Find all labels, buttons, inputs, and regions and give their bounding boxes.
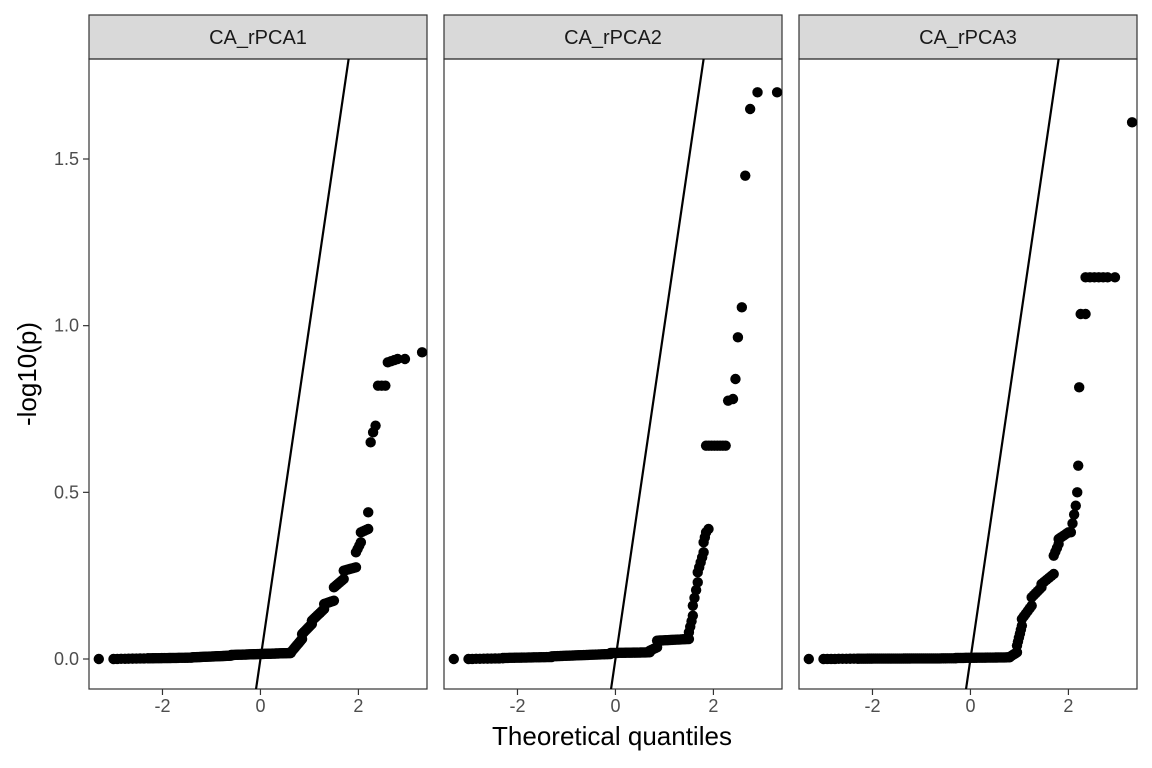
- data-point: [93, 653, 105, 665]
- data-point: [744, 103, 756, 115]
- panel-ca-rpca1: CA_rPCA1 -2 0 2: [88, 14, 428, 716]
- y-tick-label: 1.0: [54, 316, 79, 336]
- y-tick-label: 1.5: [54, 149, 79, 169]
- data-point: [1080, 308, 1091, 320]
- data-point: [328, 595, 340, 606]
- panel-ca-rpca2: CA_rPCA2 -2 0 2: [443, 14, 783, 716]
- data-point: [771, 87, 783, 98]
- data-point: [736, 302, 748, 313]
- data-point: [730, 373, 741, 385]
- data-point: [363, 507, 374, 518]
- x-tick-label: -2: [864, 696, 880, 716]
- data-point: [350, 562, 362, 573]
- data-point: [727, 393, 739, 405]
- reference-line-ca-rpca3: [964, 58, 1060, 690]
- points-ca-rpca2: [448, 87, 783, 665]
- strip-label-ca-rpca2: CA_rPCA2: [564, 27, 662, 49]
- data-point: [370, 420, 381, 431]
- data-point: [1067, 518, 1078, 529]
- data-point: [1072, 487, 1083, 498]
- data-point: [687, 600, 699, 611]
- reference-line-ca-rpca1: [254, 58, 350, 690]
- y-axis-title: -log10(p): [12, 322, 42, 426]
- data-point: [1065, 527, 1077, 538]
- x-tick-label: 0: [255, 696, 265, 716]
- data-point: [416, 347, 428, 358]
- x-ticks-ca-rpca3: -2 0 2: [864, 689, 1073, 716]
- data-point: [689, 592, 700, 604]
- data-point: [732, 332, 744, 343]
- points-ca-rpca1: [93, 347, 428, 665]
- data-point: [1102, 272, 1113, 283]
- x-ticks-ca-rpca2: -2 0 2: [509, 689, 718, 716]
- reference-line-ca-rpca2: [609, 58, 705, 690]
- data-point: [690, 584, 702, 596]
- x-tick-label: 2: [353, 696, 363, 716]
- data-point: [1073, 460, 1084, 471]
- strip-label-ca-rpca3: CA_rPCA3: [919, 27, 1017, 49]
- data-point: [687, 610, 699, 621]
- data-point: [399, 353, 411, 365]
- x-axis-title: Theoretical quantiles: [492, 721, 732, 751]
- data-point: [392, 353, 403, 365]
- data-point: [448, 653, 459, 665]
- y-tick-label: 0.5: [54, 482, 79, 502]
- data-point: [720, 440, 731, 451]
- data-point: [363, 523, 374, 535]
- data-point: [692, 577, 703, 588]
- data-point: [1109, 272, 1121, 283]
- y-tick-label: 0.0: [54, 649, 79, 669]
- data-point: [365, 437, 376, 448]
- data-point: [338, 573, 349, 585]
- data-point: [698, 547, 709, 558]
- x-tick-label: -2: [509, 696, 525, 716]
- data-point: [740, 170, 751, 181]
- y-axis: 0.0 0.5 1.0 1.5: [54, 149, 89, 669]
- x-ticks-ca-rpca1: -2 0 2: [154, 689, 363, 716]
- points-ca-rpca3: [803, 117, 1138, 665]
- data-point: [803, 653, 814, 665]
- data-point: [703, 523, 714, 535]
- strip-ca-rpca1: [88, 14, 428, 60]
- data-point: [1126, 117, 1138, 128]
- panel-frame-ca-rpca2: [443, 58, 783, 690]
- data-point: [380, 380, 391, 391]
- x-tick-label: 2: [708, 696, 718, 716]
- data-point: [355, 537, 367, 548]
- panel-frame-ca-rpca3: [798, 58, 1138, 690]
- data-point: [752, 87, 763, 98]
- data-point: [1070, 500, 1081, 511]
- panel-ca-rpca3: CA_rPCA3 -2 0 2: [798, 14, 1138, 716]
- strip-ca-rpca3: [798, 14, 1138, 60]
- x-tick-label: 0: [965, 696, 975, 716]
- data-point: [1048, 568, 1059, 580]
- panel-frame-ca-rpca1: [88, 58, 428, 690]
- x-tick-label: 0: [610, 696, 620, 716]
- strip-label-ca-rpca1: CA_rPCA1: [209, 27, 307, 49]
- data-point: [1068, 509, 1080, 520]
- data-point: [1074, 382, 1085, 393]
- x-tick-label: 2: [1063, 696, 1073, 716]
- strip-ca-rpca2: [443, 14, 783, 60]
- data-point: [1026, 600, 1037, 611]
- x-tick-label: -2: [154, 696, 170, 716]
